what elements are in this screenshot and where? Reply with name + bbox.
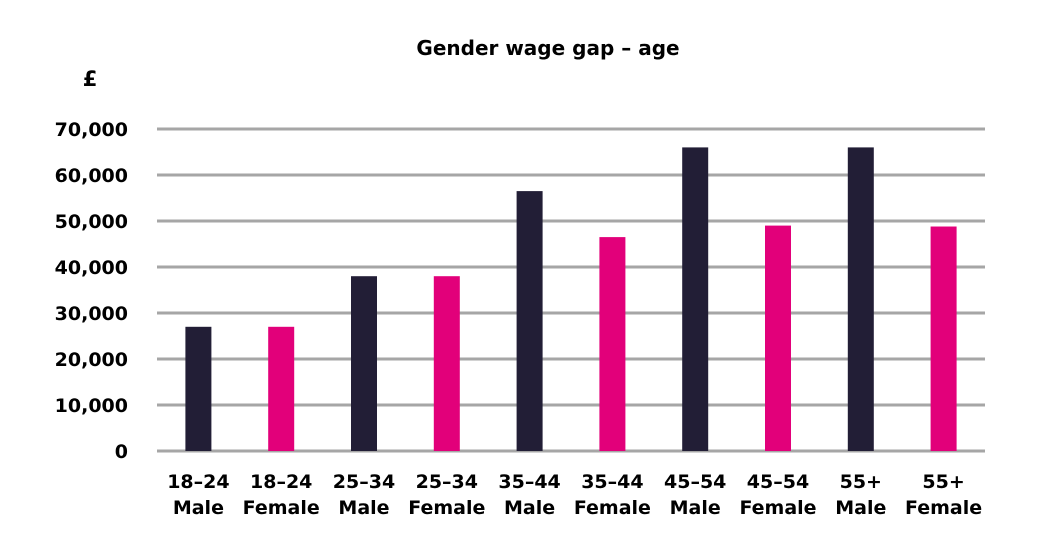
x-tick-label: Male xyxy=(670,497,721,519)
x-tick-label: 25–34 xyxy=(333,471,395,493)
bar-35-44-male xyxy=(516,191,543,451)
x-tick-label: Female xyxy=(574,497,651,519)
bars xyxy=(185,147,957,451)
bar-55-male xyxy=(847,147,874,451)
bar-45-54-male xyxy=(682,147,709,451)
bar-45-54-female xyxy=(765,225,791,451)
y-tick-label: 20,000 xyxy=(55,349,128,371)
x-tick-label: Male xyxy=(338,497,389,519)
x-tick-label: 55+ xyxy=(840,471,882,493)
x-tick-label: 45–54 xyxy=(747,471,809,493)
x-tick-label: Female xyxy=(905,497,982,519)
y-tick-label: 60,000 xyxy=(55,165,128,187)
y-tick-label: 70,000 xyxy=(55,119,128,141)
x-tick-labels: 18–24 Male 18–24 Female 25–34 Male 25–34 Female… xyxy=(167,471,982,519)
x-tick-label: 55+ xyxy=(922,471,964,493)
y-tick-label: 40,000 xyxy=(55,257,128,279)
x-tick-label: Male xyxy=(173,497,224,519)
y-tick-label: 10,000 xyxy=(55,395,128,417)
x-tick-label: Female xyxy=(408,497,485,519)
bar-25-34-female xyxy=(433,276,460,451)
x-tick-label: 18–24 xyxy=(250,471,312,493)
bar-35-44-female xyxy=(599,237,626,451)
bar-55-female xyxy=(930,226,957,451)
gridlines xyxy=(157,127,985,453)
x-tick-label: 35–44 xyxy=(581,471,643,493)
x-tick-label: Female xyxy=(739,497,816,519)
y-tick-label: 0 xyxy=(115,441,128,463)
x-tick-label: 35–44 xyxy=(498,471,560,493)
chart-title: Gender wage gap – age xyxy=(416,36,679,60)
y-axis-unit-label: £ xyxy=(83,67,98,91)
bar-25-34-male xyxy=(351,276,377,451)
bar-18-24-female xyxy=(268,326,295,451)
bar-18-24-male xyxy=(185,326,212,451)
y-tick-labels: 0 10,000 20,000 30,000 40,000 50,000 60,000 70,… xyxy=(55,119,128,463)
x-tick-label: Male xyxy=(504,497,555,519)
x-tick-label: 18–24 xyxy=(167,471,229,493)
y-tick-label: 30,000 xyxy=(55,303,128,325)
x-tick-label: 25–34 xyxy=(416,471,478,493)
x-tick-label: 45–54 xyxy=(664,471,726,493)
x-tick-label: Female xyxy=(243,497,320,519)
x-tick-label: Male xyxy=(835,497,886,519)
y-tick-label: 50,000 xyxy=(55,211,128,233)
